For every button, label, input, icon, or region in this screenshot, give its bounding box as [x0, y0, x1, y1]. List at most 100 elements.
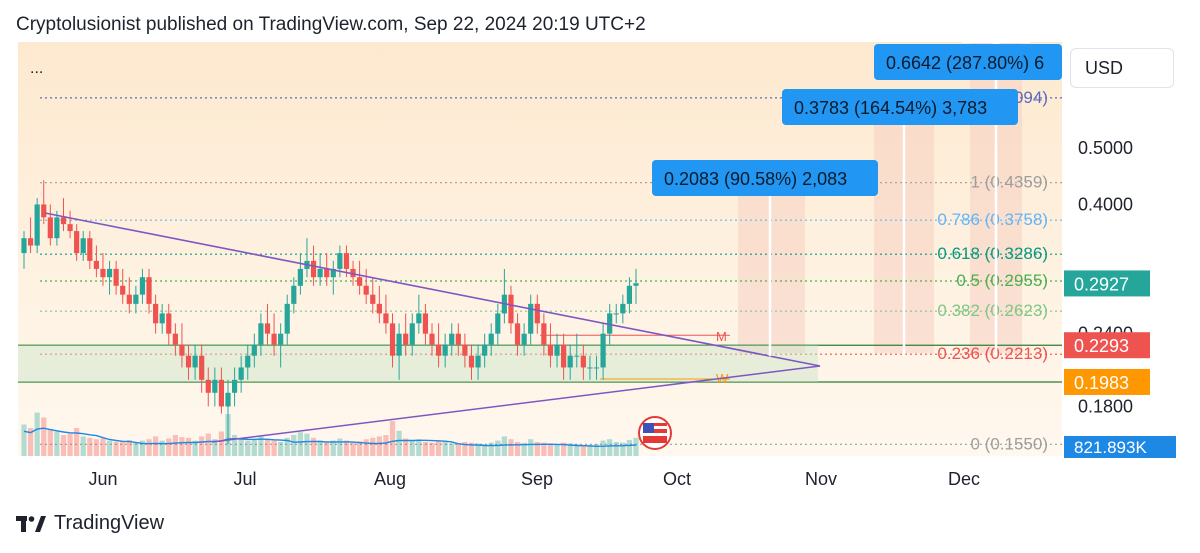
- currency-button[interactable]: USD: [1070, 48, 1174, 88]
- candle-body: [60, 217, 67, 225]
- candle-body: [106, 268, 113, 278]
- volume-bar: [422, 442, 429, 456]
- flag-icon[interactable]: [638, 416, 672, 450]
- volume-bar: [442, 441, 448, 456]
- volume-bar: [482, 444, 488, 456]
- volume-bar: [383, 435, 389, 456]
- volume-bar: [600, 440, 606, 456]
- volume-bar: [113, 442, 119, 456]
- candle-body: [613, 313, 619, 315]
- volume-bar: [514, 442, 521, 456]
- lower-trendline[interactable]: [211, 365, 821, 443]
- candle-body: [534, 303, 540, 324]
- candle-body: [166, 313, 172, 334]
- candle-body: [185, 355, 192, 368]
- volume-bar: [159, 440, 165, 456]
- volume-bar: [343, 440, 350, 456]
- volume-bar: [139, 440, 146, 456]
- volume-bar: [567, 443, 573, 456]
- range-zone: [18, 345, 818, 382]
- volume-bar: [41, 417, 47, 456]
- volume-bar: [613, 442, 619, 456]
- candle-body: [422, 313, 429, 334]
- candle-body: [67, 224, 73, 232]
- volume-bar: [370, 437, 376, 456]
- candle-body: [113, 268, 119, 286]
- volume-bar: [74, 428, 80, 456]
- volume-bar: [396, 430, 402, 456]
- volume-bar: [34, 412, 40, 456]
- candle-body: [587, 367, 593, 369]
- x-tick-label: Oct: [663, 469, 691, 489]
- volume-bar: [435, 440, 442, 456]
- candle-body: [455, 333, 461, 345]
- upper-trendline[interactable]: [44, 212, 821, 367]
- candle-body: [126, 294, 132, 304]
- volume-bar: [271, 440, 277, 456]
- volume-bar: [93, 439, 99, 456]
- volume-bar: [389, 421, 396, 456]
- volume-badge-label: 821.893K: [1074, 438, 1147, 457]
- candle-body: [462, 344, 468, 356]
- candle-body: [34, 204, 40, 246]
- tradingview-logo[interactable]: TradingView: [16, 512, 164, 535]
- volume-bar: [21, 424, 27, 456]
- volume-bar: [416, 439, 422, 456]
- candle-body: [264, 323, 271, 334]
- price-badge: [1064, 332, 1150, 359]
- volume-bar: [185, 437, 192, 456]
- candle-body: [100, 268, 106, 278]
- y-tick-label: 0.1800: [1078, 396, 1133, 416]
- volume-bar: [212, 439, 218, 456]
- volume-bars: [21, 412, 639, 456]
- more-menu[interactable]: ...: [30, 60, 44, 77]
- candle-body: [21, 238, 27, 254]
- candle-body: [146, 277, 152, 304]
- fib-label: 0 (0.1550): [971, 434, 1049, 453]
- candle-body: [416, 313, 422, 324]
- volume-bar: [304, 433, 310, 456]
- price-badge-label: 0.1983: [1074, 373, 1129, 393]
- candle-body: [541, 323, 547, 345]
- volume-bar: [620, 442, 626, 456]
- x-tick-label: Dec: [948, 469, 980, 489]
- triangle-trendlines[interactable]: [44, 212, 821, 443]
- volume-bar: [317, 440, 323, 456]
- candle-body: [87, 238, 93, 261]
- candle-body: [120, 285, 126, 295]
- candle-body: [626, 285, 633, 304]
- candle-body: [600, 333, 606, 368]
- candle-body: [337, 253, 343, 269]
- volume-bar: [357, 441, 363, 456]
- volume-bar: [80, 436, 86, 456]
- y-tick-label: 0.4000: [1078, 194, 1133, 214]
- volume-bar: [258, 436, 264, 456]
- candle-body: [93, 260, 99, 269]
- volume-bar: [120, 441, 126, 456]
- candle-body: [317, 268, 323, 278]
- volume-badge: [1064, 436, 1176, 458]
- candle-body: [363, 285, 369, 295]
- candle-body: [41, 204, 47, 218]
- candle-body: [245, 355, 251, 368]
- volume-bar: [27, 428, 34, 456]
- volume-bar: [462, 442, 468, 456]
- measure-labels[interactable]: 0.2083 (90.58%) 2,083 0.3783 (164.54%) 3,…: [652, 44, 1062, 196]
- volume-bar: [205, 433, 211, 456]
- measure-box: [874, 44, 1062, 80]
- volume-bar: [192, 440, 198, 456]
- candle-body: [488, 333, 494, 345]
- volume-bar: [330, 440, 336, 456]
- candle-body: [278, 333, 284, 345]
- fib-label: 0.618 (0.3286): [937, 244, 1048, 263]
- marker-m: M: [716, 329, 727, 344]
- volume-bar: [324, 442, 330, 456]
- volume-bar: [153, 436, 159, 456]
- volume-bar: [291, 435, 297, 456]
- candle-body: [429, 333, 435, 345]
- volume-bar: [409, 440, 415, 456]
- fib-label: 0.5 (0.2955): [956, 271, 1048, 290]
- candle-body: [231, 379, 238, 393]
- measure-box: [652, 160, 878, 196]
